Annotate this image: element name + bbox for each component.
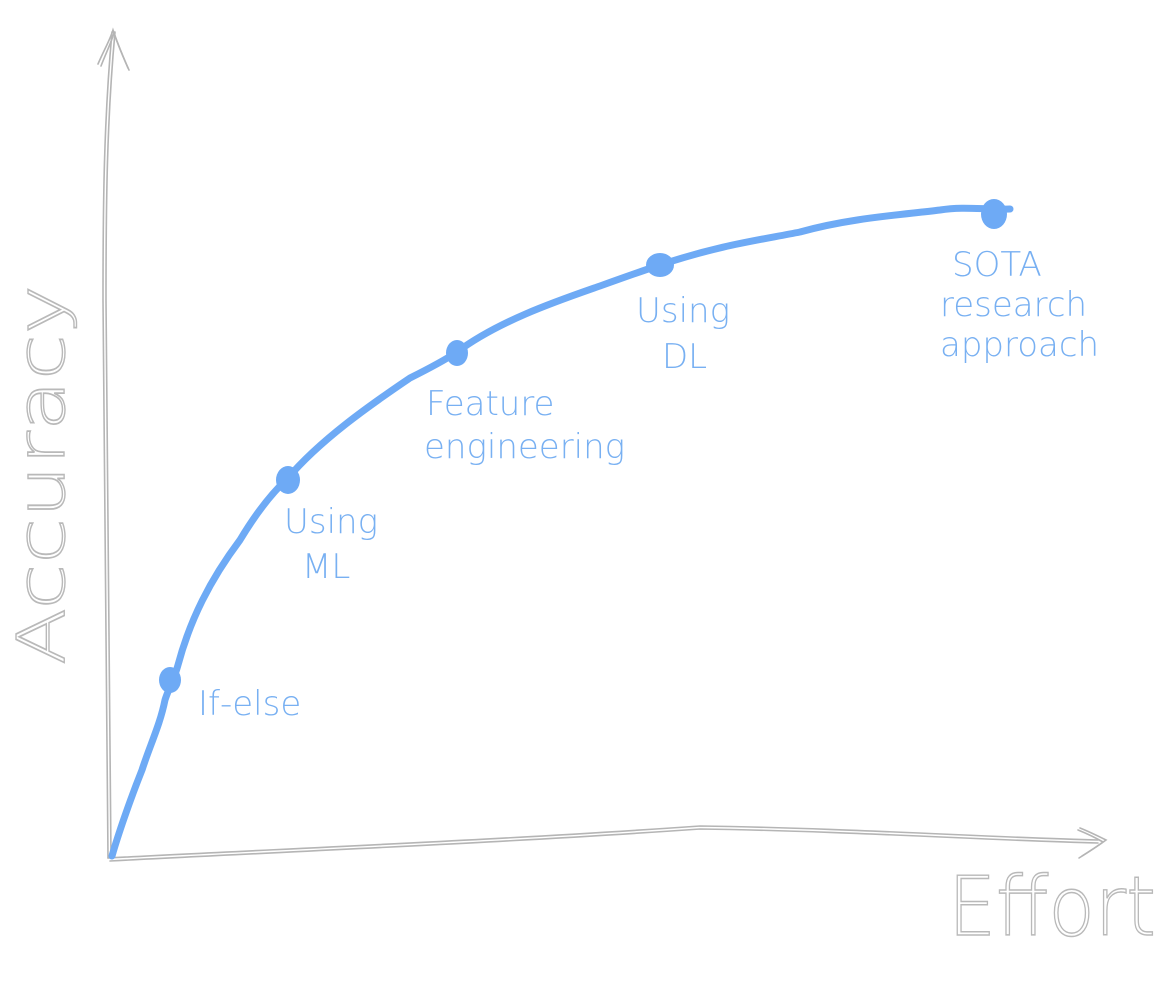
milestone-label-line: If-else [198,684,301,724]
y-axis-arrow-icon [97,27,130,71]
milestone-label-line: research [940,285,1087,325]
milestone-label: Feature engineering [424,384,625,467]
y-axis-label: Accuracy [3,285,80,665]
milestone-dot [646,253,674,277]
milestone-label-line: Using [284,502,378,542]
x-axis [107,825,1099,862]
x-axis-label: Effort [948,860,1156,955]
effort-accuracy-curve [108,204,1014,860]
milestone-dots [159,199,1007,693]
milestone-label-line: SOTA [952,245,1042,285]
milestone-dot [981,199,1007,229]
milestone-label-line: Using [636,291,730,331]
y-axis [102,31,116,859]
milestone-label-line: ML [302,547,350,587]
milestone-label: SOTA research approach [940,245,1099,365]
milestone-dot [446,340,468,366]
milestone-label: Using DL [636,291,741,377]
milestone-label: If-else [198,684,301,724]
milestone-label-line: Feature [426,384,554,424]
milestone-dot [276,466,300,494]
x-axis-arrow-icon [1077,827,1108,859]
milestone-label: Using ML [284,502,389,587]
milestone-label-line: engineering [424,427,625,467]
milestone-dot [159,667,181,693]
milestone-label-line: DL [662,337,707,377]
milestone-labels: If-else Using ML Feature engineering Usi… [198,245,1099,724]
milestone-label-line: approach [940,325,1099,365]
